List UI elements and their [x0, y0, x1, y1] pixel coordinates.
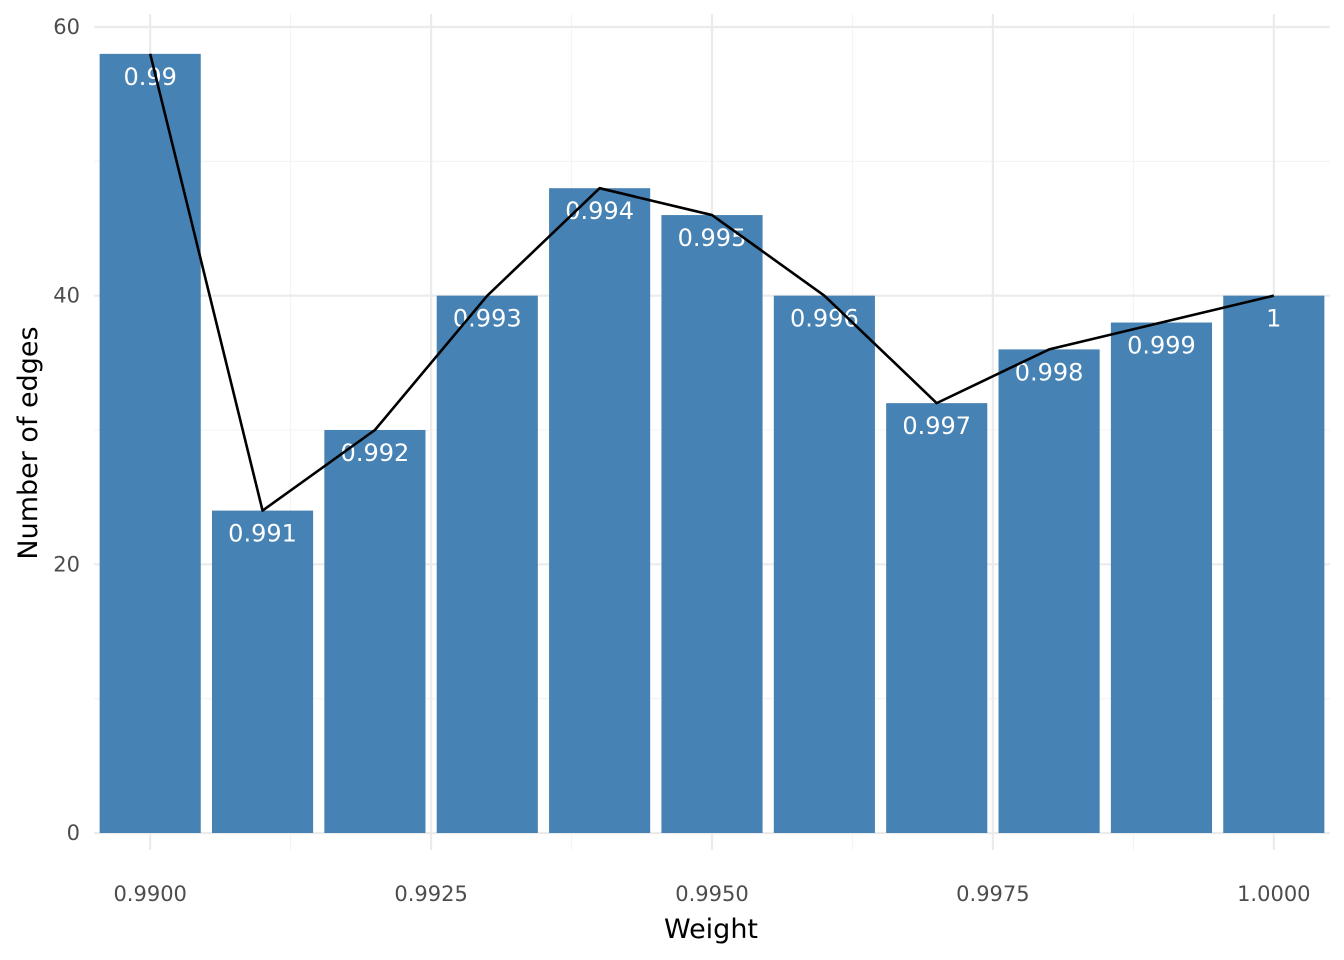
x-tick-label: 1.0000: [1237, 882, 1310, 906]
bar-labels: 0.990.9910.9920.9930.9940.9950.9960.9970…: [123, 63, 1281, 548]
y-tick-label: 40: [53, 284, 80, 308]
bar: [886, 403, 988, 833]
bar: [661, 215, 763, 834]
bar: [998, 349, 1100, 833]
bar: [773, 295, 875, 834]
bar-value-label: 0.991: [228, 520, 297, 548]
bar-value-label: 0.995: [678, 224, 747, 252]
bar: [549, 188, 651, 833]
bar: [324, 430, 426, 833]
bar: [99, 53, 201, 834]
bar: [1110, 322, 1213, 833]
bar-value-label: 0.998: [1015, 358, 1084, 386]
x-axis-title: Weight: [664, 914, 758, 945]
y-tick-label: 20: [53, 552, 80, 576]
bar-value-label: 0.993: [453, 305, 522, 333]
bar-value-label: 1: [1266, 305, 1281, 333]
bar-value-label: 0.997: [902, 412, 971, 440]
bar-value-label: 0.992: [341, 439, 410, 467]
x-tick-label: 0.9975: [956, 882, 1029, 906]
y-tick-label: 60: [53, 15, 80, 39]
bars: [99, 53, 1325, 834]
y-axis-title: Number of edges: [13, 326, 44, 559]
bar-value-label: 0.999: [1127, 332, 1196, 360]
overlay-line-path: [148, 53, 1275, 512]
x-tick-label: 0.9900: [113, 882, 186, 906]
y-axis-tick-labels: 0 20 40 60: [53, 15, 80, 845]
bar-value-label: 0.99: [123, 63, 176, 91]
bar: [1223, 295, 1325, 834]
x-tick-label: 0.9950: [675, 882, 748, 906]
bar: [211, 510, 314, 833]
bar: [436, 295, 538, 834]
y-tick-label: 0: [67, 821, 80, 845]
x-tick-label: 0.9925: [394, 882, 467, 906]
overlay-line: [148, 53, 1275, 512]
x-axis-tick-labels: 0.9900 0.9925 0.9950 0.9975 1.0000: [113, 882, 1310, 906]
